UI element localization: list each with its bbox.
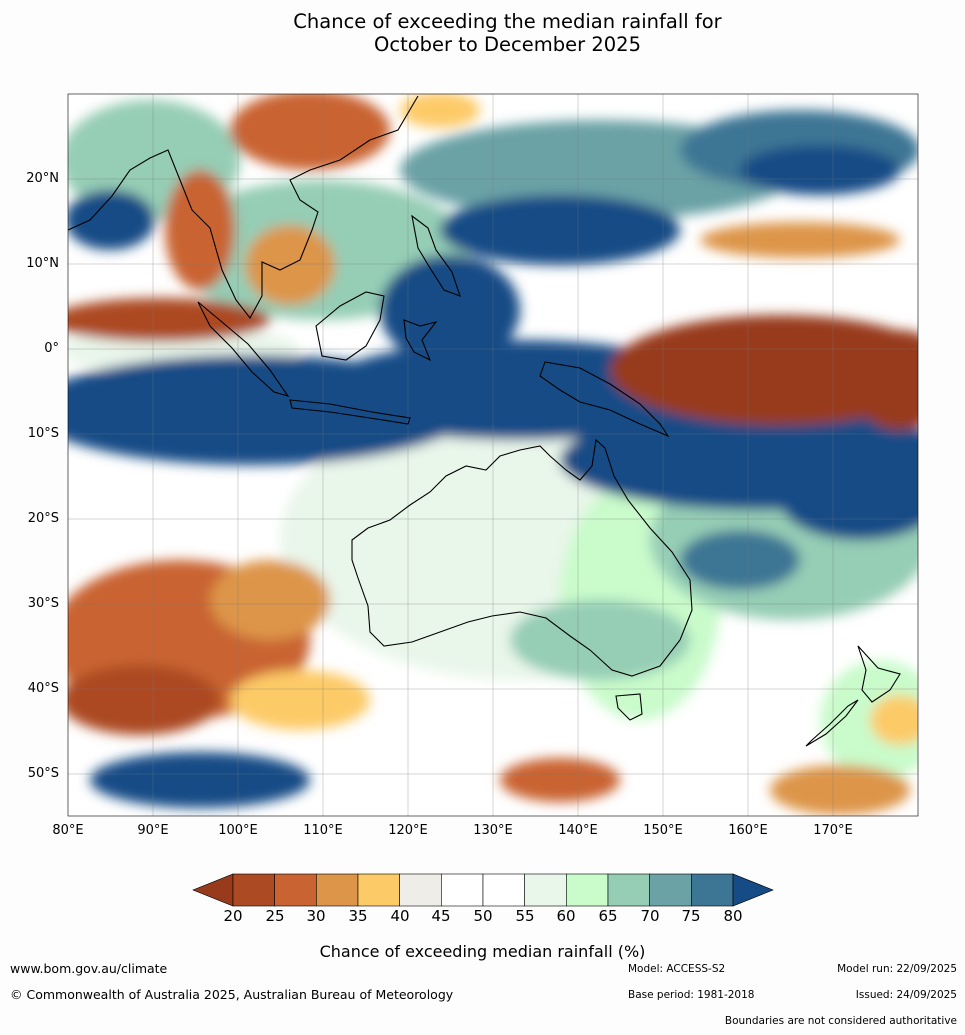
colorbar-extend-high: [732, 873, 774, 907]
lat-label-20s: 20°S: [27, 511, 59, 526]
lon-label-120e: 120°E: [388, 823, 428, 838]
footer-copyright: © Commonwealth of Australia 2025, Austra…: [10, 987, 454, 1002]
lon-label-90e: 90°E: [137, 823, 169, 838]
footer-model-run: Model run: 22/09/2025: [837, 963, 957, 975]
colorbar-tick: 55: [515, 907, 535, 925]
colorbar-segment: [399, 873, 442, 907]
title-line-2: October to December 2025: [374, 33, 641, 56]
colorbar-segment: [441, 873, 484, 907]
lat-label-30s: 30°S: [27, 596, 59, 611]
australia-coast: [351, 438, 693, 677]
colorbar-tick: 25: [265, 907, 285, 925]
colorbar-segment: [316, 873, 359, 907]
sulawesi-coast: [403, 319, 438, 362]
lat-label-0: 0°: [44, 341, 59, 356]
colorbar-tick: 40: [390, 907, 410, 925]
colorbar-segment: [607, 873, 650, 907]
borneo-coast: [315, 291, 385, 361]
colorbar-tick: 20: [223, 907, 243, 925]
map-frame: [67, 93, 919, 817]
colorbar-tick: 80: [723, 907, 743, 925]
tasmania-coast: [615, 693, 643, 721]
colorbar-tick: 60: [556, 907, 576, 925]
lat-label-50s: 50°S: [27, 766, 59, 781]
philippines-coast: [411, 214, 461, 297]
title-line-1: Chance of exceeding the median rainfall …: [293, 10, 722, 33]
lat-label-10n: 10°N: [26, 256, 59, 271]
lon-label-130e: 130°E: [473, 823, 513, 838]
colorbar-label: Chance of exceeding median rainfall (%): [319, 942, 646, 961]
colorbar-tick: 35: [348, 907, 368, 925]
colorbar-tick: 70: [640, 907, 660, 925]
new-zealand-north: [857, 645, 901, 703]
colorbar-segment: [649, 873, 692, 907]
footer-model: Model: ACCESS-S2: [628, 963, 726, 975]
lat-label-40s: 40°S: [27, 681, 59, 696]
colorbar-segment: [524, 873, 567, 907]
colorbar-segment: [691, 873, 734, 907]
colorbar-segment: [566, 873, 609, 907]
colorbar-extend-low: [192, 873, 234, 907]
lon-label-140e: 140°E: [558, 823, 598, 838]
colorbar-segment: [232, 873, 275, 907]
map-title: Chance of exceeding the median rainfall …: [0, 10, 965, 56]
asia-coast: [68, 95, 419, 320]
sumatra-coast: [197, 301, 290, 397]
lon-label-160e: 160°E: [728, 823, 768, 838]
footer-url[interactable]: www.bom.gov.au/climate: [10, 961, 168, 976]
colorbar-tick: 30: [306, 907, 326, 925]
footer-base-period: Base period: 1981-2018: [628, 989, 755, 1001]
colorbar-tick: 75: [681, 907, 701, 925]
rainfall-field: [68, 94, 918, 816]
graticule: [68, 94, 918, 816]
new-zealand-south: [805, 699, 859, 747]
coastlines: [68, 95, 901, 747]
colorbar-tick: 50: [473, 907, 493, 925]
footer-disclaimer: Boundaries are not considered authoritat…: [724, 1015, 957, 1027]
colorbar-tick: 65: [598, 907, 618, 925]
lon-label-150e: 150°E: [643, 823, 683, 838]
colorbar-segment: [482, 873, 525, 907]
new-guinea-coast: [539, 361, 670, 438]
colorbar: [192, 873, 774, 907]
colorbar-tick: 45: [431, 907, 451, 925]
colorbar-segment: [274, 873, 317, 907]
lat-label-20n: 20°N: [26, 171, 59, 186]
colorbar-segment: [357, 873, 400, 907]
footer-issued: Issued: 24/09/2025: [855, 989, 957, 1001]
java-coast: [289, 399, 411, 425]
lon-label-110e: 110°E: [303, 823, 343, 838]
lon-label-100e: 100°E: [218, 823, 258, 838]
lon-label-80e: 80°E: [52, 823, 84, 838]
lat-label-10s: 10°S: [27, 426, 59, 441]
lon-label-170e: 170°E: [813, 823, 853, 838]
